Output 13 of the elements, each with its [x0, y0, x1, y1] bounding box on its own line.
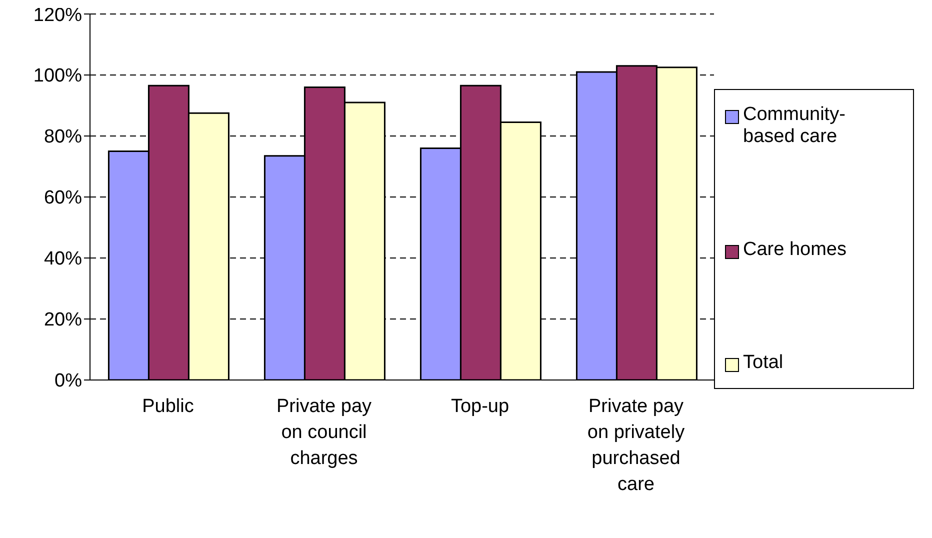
x-tick-label: Public: [142, 396, 194, 417]
x-tick-label: Private pay on council charges: [276, 396, 372, 469]
y-tick-label: 40%: [44, 248, 82, 270]
y-tick-label: 60%: [44, 188, 82, 209]
y-tick-label: 100%: [33, 66, 82, 87]
legend-label: Community-based care: [743, 104, 846, 148]
legend-label: Total: [743, 352, 784, 374]
y-tick-label: 20%: [44, 310, 82, 331]
x-tick-label: Private pay on privately purchased care: [587, 396, 686, 495]
y-tick-label: 80%: [44, 126, 82, 148]
legend-label: Care homes: [743, 239, 846, 261]
x-tick-label: Top-up: [450, 396, 510, 417]
y-tick-label: 0%: [54, 370, 82, 392]
